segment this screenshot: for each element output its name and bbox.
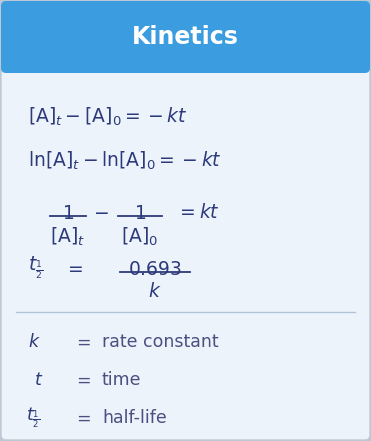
Text: $=$: $=$	[64, 258, 84, 277]
Text: $= kt$: $= kt$	[176, 202, 220, 221]
Text: $-$: $-$	[93, 202, 109, 221]
Text: $t_{\frac{1}{2}}$: $t_{\frac{1}{2}}$	[28, 255, 43, 281]
Text: $1$: $1$	[134, 204, 146, 223]
Text: time: time	[102, 371, 141, 389]
Text: $1$: $1$	[62, 204, 74, 223]
FancyBboxPatch shape	[1, 1, 370, 73]
Bar	[6, 37, 365, 68]
Text: $[\mathrm{A}]_t - [\mathrm{A}]_0 = -kt$: $[\mathrm{A}]_t - [\mathrm{A}]_0 = -kt$	[28, 106, 188, 128]
Text: $0.693$: $0.693$	[128, 260, 182, 279]
Text: $=$: $=$	[73, 333, 91, 351]
Text: Kinetics: Kinetics	[132, 25, 239, 49]
Text: half-life: half-life	[102, 409, 167, 427]
Text: $=$: $=$	[73, 409, 91, 427]
Text: $[\mathrm{A}]_t$: $[\mathrm{A}]_t$	[50, 226, 86, 248]
Text: $t$: $t$	[34, 371, 43, 389]
Text: $=$: $=$	[73, 371, 91, 389]
Text: $\ln[\mathrm{A}]_t - \ln[\mathrm{A}]_0 = -kt$: $\ln[\mathrm{A}]_t - \ln[\mathrm{A}]_0 =…	[28, 150, 222, 172]
Text: rate constant: rate constant	[102, 333, 219, 351]
Text: $k$: $k$	[28, 333, 41, 351]
Text: $[\mathrm{A}]_0$: $[\mathrm{A}]_0$	[121, 226, 158, 248]
Text: $k$: $k$	[148, 282, 162, 301]
Text: $t_{\frac{1}{2}}$: $t_{\frac{1}{2}}$	[26, 406, 40, 430]
